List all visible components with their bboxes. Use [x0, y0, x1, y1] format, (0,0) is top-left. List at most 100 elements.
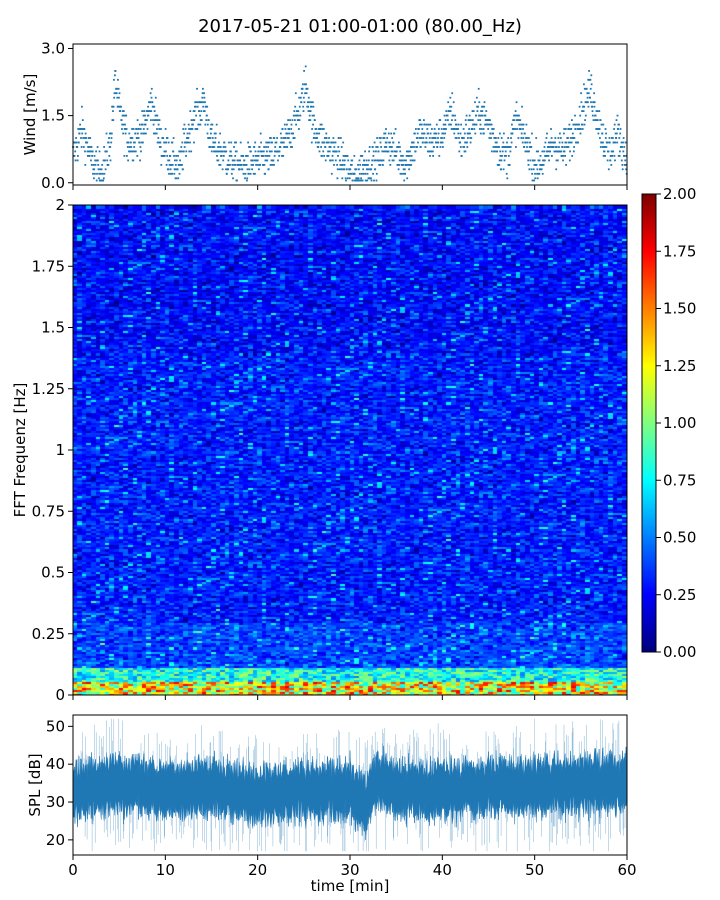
wind-point	[578, 123, 580, 126]
wind-point	[488, 137, 491, 139]
wind-point	[261, 150, 264, 153]
wind-point	[507, 137, 510, 139]
wind-point	[358, 159, 361, 162]
wind-point	[405, 159, 407, 162]
wind-point	[183, 146, 186, 148]
wind-point	[230, 150, 232, 153]
wind-point	[100, 168, 103, 171]
wind-point	[291, 119, 294, 121]
wind-point	[498, 159, 501, 162]
wind-point	[257, 150, 260, 153]
wind-point	[425, 137, 428, 139]
wind-point	[440, 141, 443, 144]
wind-point	[538, 159, 541, 162]
spectrogram-y-tick-label: 0.5	[41, 564, 65, 582]
wind-point	[419, 123, 421, 126]
wind-point	[268, 141, 270, 144]
wind-point	[283, 123, 286, 126]
wind-point	[218, 150, 221, 153]
wind-point	[499, 155, 502, 157]
wind-point	[562, 159, 564, 162]
wind-point	[564, 141, 567, 144]
wind-point	[171, 141, 174, 144]
wind-point	[384, 141, 387, 144]
wind-point	[559, 137, 562, 139]
wind-point	[473, 123, 476, 126]
wind-point	[402, 164, 405, 166]
wind-point	[201, 92, 204, 95]
wind-point	[93, 168, 96, 171]
wind-point	[395, 155, 398, 157]
wind-point	[326, 141, 329, 144]
colorbar-tick-label: 1.75	[663, 242, 696, 260]
wind-point	[300, 101, 303, 104]
wind-point	[398, 164, 401, 166]
wind-point	[101, 172, 104, 175]
wind-point	[112, 105, 115, 108]
wind-point	[448, 110, 451, 112]
wind-point	[525, 123, 528, 126]
wind-point	[101, 164, 104, 166]
wind-point	[249, 146, 251, 148]
wind-point	[419, 119, 422, 121]
wind-point	[96, 172, 98, 175]
wind-point	[450, 123, 452, 126]
wind-point	[596, 110, 599, 112]
wind-point	[336, 168, 339, 171]
wind-point	[149, 92, 152, 95]
wind-point	[468, 119, 471, 121]
wind-point	[351, 159, 354, 162]
wind-point	[282, 137, 285, 139]
wind-point	[246, 179, 248, 182]
wind-point	[531, 132, 533, 135]
wind-point	[618, 123, 620, 126]
wind-point	[217, 146, 219, 148]
wind-point	[481, 105, 483, 108]
wind-point	[483, 132, 485, 135]
wind-point	[301, 92, 303, 95]
wind-point	[82, 137, 85, 139]
wind-point	[327, 150, 329, 153]
wind-point	[336, 164, 338, 166]
wind-point	[237, 159, 240, 162]
wind-point	[137, 137, 140, 139]
wind-point	[340, 146, 343, 148]
wind-point	[354, 168, 357, 171]
wind-point	[610, 164, 613, 166]
wind-point	[316, 132, 319, 135]
spectrogram-y-tick-label: 1	[55, 441, 65, 459]
wind-point	[363, 159, 366, 162]
wind-point	[420, 137, 423, 139]
wind-point	[256, 159, 259, 162]
wind-point	[568, 123, 571, 126]
wind-point	[202, 105, 205, 108]
wind-point	[420, 123, 423, 126]
wind-point	[266, 155, 269, 157]
wind-point	[505, 155, 507, 157]
wind-point	[370, 168, 373, 171]
wind-point	[386, 137, 389, 139]
wind-point	[270, 150, 273, 153]
wind-point	[200, 110, 203, 112]
wind-point	[228, 141, 230, 144]
wind-point	[362, 168, 365, 171]
wind-point	[421, 128, 424, 130]
wind-point	[572, 123, 575, 126]
wind-point	[402, 155, 404, 157]
wind-point	[210, 132, 212, 135]
wind-point	[571, 132, 574, 135]
wind-point	[350, 164, 353, 166]
wind-point	[505, 172, 508, 175]
wind-point	[144, 119, 147, 121]
wind-point	[378, 164, 381, 166]
wind-point	[612, 150, 615, 153]
wind-point	[527, 137, 530, 139]
wind-point	[590, 101, 592, 104]
wind-point	[434, 137, 437, 139]
wind-point	[615, 137, 618, 139]
wind-point	[131, 137, 134, 139]
wind-point	[514, 114, 516, 117]
wind-point	[313, 114, 315, 117]
wind-point	[280, 141, 283, 144]
wind-point	[80, 146, 83, 148]
